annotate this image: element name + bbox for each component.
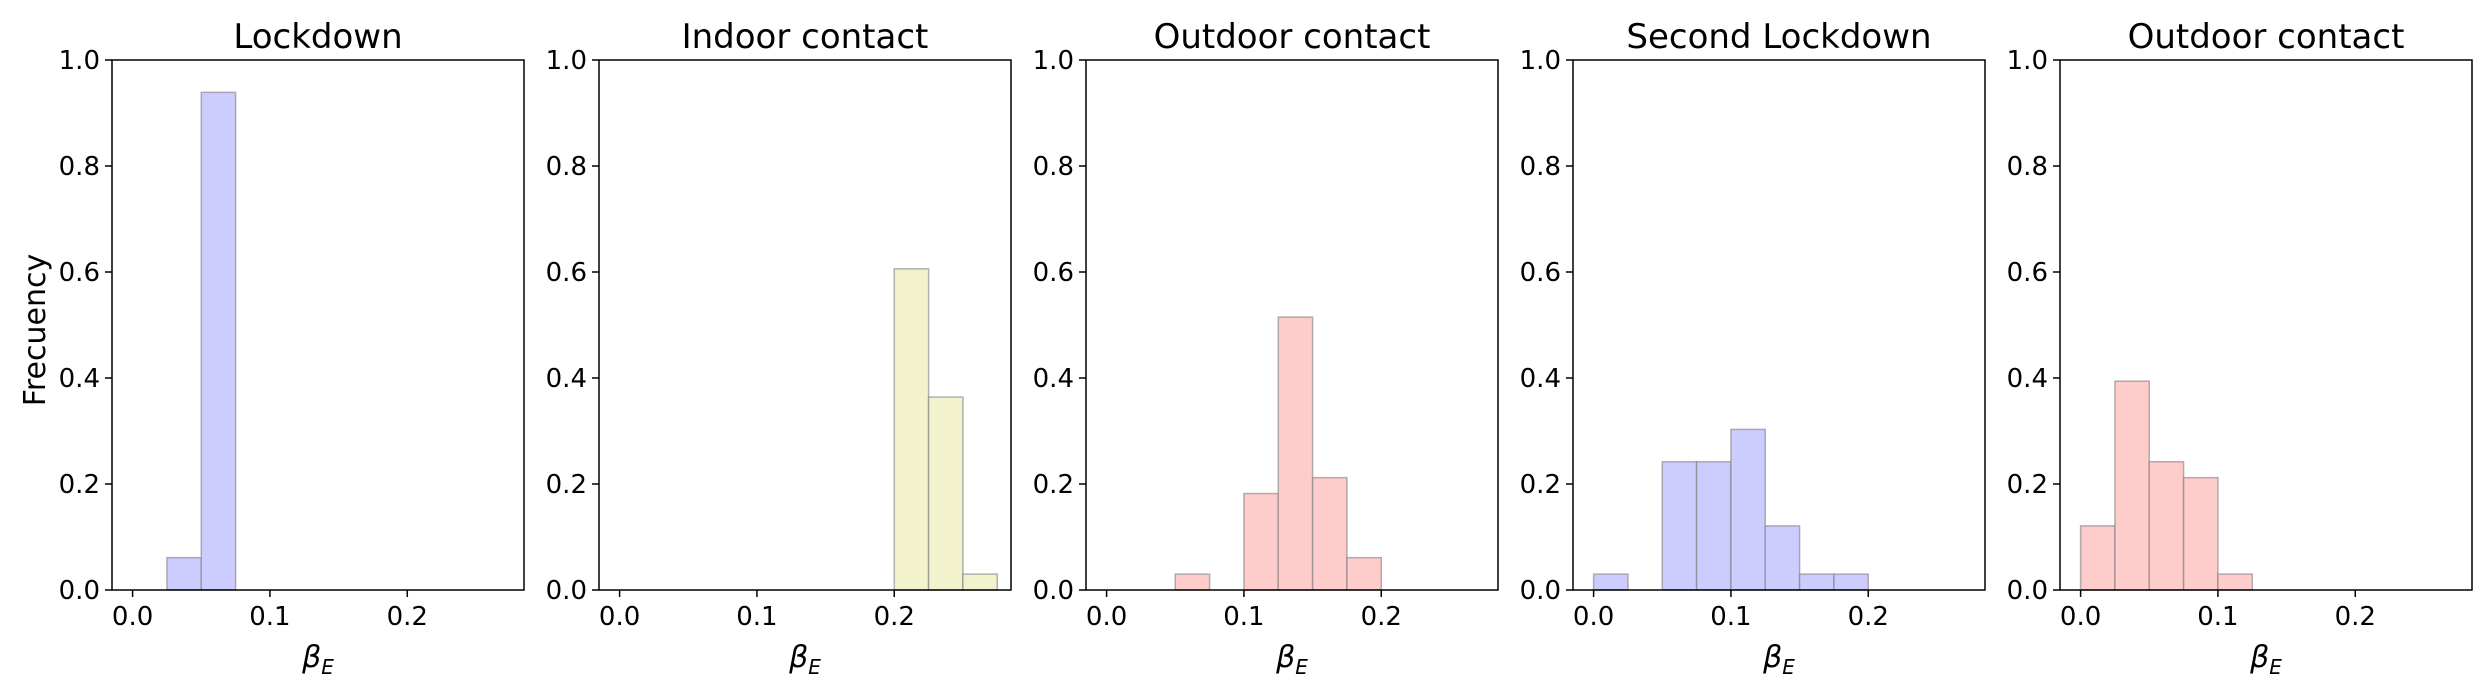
x-tick-label: 0.1 xyxy=(736,602,777,632)
x-axis-label: βE xyxy=(1275,640,1308,679)
y-tick-label: 0.6 xyxy=(1520,258,1561,288)
y-tick-label: 0.8 xyxy=(2007,152,2048,182)
subplot-5: Outdoor contact 0.0 0.2 0.4 0.6 0.8 1.0 0.0 0.1 0… xyxy=(2007,17,2473,679)
histogram-bar xyxy=(1311,476,1348,591)
y-axis-label: Frecuency xyxy=(18,254,53,406)
y-tick-label: 1.0 xyxy=(2007,46,2048,76)
axes-frame xyxy=(2059,59,2473,591)
subplot-title: Outdoor contact xyxy=(1154,17,1431,57)
y-tick-label: 1.0 xyxy=(1033,46,1074,76)
histogram-bar xyxy=(1730,428,1767,591)
x-tick-label: 0.2 xyxy=(1361,602,1402,632)
y-tick-label: 0.8 xyxy=(1520,152,1561,182)
x-tick-label: 0.2 xyxy=(2335,602,2376,632)
subplot-2: Indoor contact 0.0 0.2 0.4 0.6 0.8 1.0 0.0 0.1 0.… xyxy=(546,17,1012,679)
y-tick-label: 0.4 xyxy=(59,364,100,394)
subplot-title: Lockdown xyxy=(233,17,402,57)
x-tick-label: 0.0 xyxy=(2060,602,2101,632)
histogram-bar xyxy=(1174,573,1211,591)
histogram-bar xyxy=(2182,476,2219,591)
x-axis-label: βE xyxy=(788,640,821,679)
axes-frame xyxy=(1572,59,1986,591)
y-tick-label: 0.6 xyxy=(59,258,100,288)
histogram-bar xyxy=(1833,573,1870,591)
subplot-title: Outdoor contact xyxy=(2128,17,2405,57)
histogram-bar xyxy=(2079,525,2116,591)
y-tick-label: 0.2 xyxy=(1033,470,1074,500)
subplot-4: Second Lockdown 0.0 0.2 0.4 0.6 0.8 1.0 0.0 0.1 0… xyxy=(1520,17,1986,679)
histogram-bar xyxy=(1661,460,1698,591)
histogram-bar xyxy=(1798,573,1835,591)
x-tick-label: 0.1 xyxy=(249,602,290,632)
y-tick-label: 0.2 xyxy=(546,470,587,500)
histogram-bar xyxy=(2217,573,2254,591)
y-tick-label: 0.0 xyxy=(1033,576,1074,606)
subplot-3: Outdoor contact 0.0 0.2 0.4 0.6 0.8 1.0 0.0 0.1 0… xyxy=(1033,17,1499,679)
histogram-bar xyxy=(2114,380,2151,591)
x-tick-label: 0.0 xyxy=(112,602,153,632)
y-tick-label: 0.4 xyxy=(2007,364,2048,394)
y-tick-label: 0.4 xyxy=(546,364,587,394)
y-tick-label: 0.8 xyxy=(546,152,587,182)
histogram-bar xyxy=(200,91,237,591)
subplot-title: Indoor contact xyxy=(682,17,929,57)
y-tick-label: 0.0 xyxy=(2007,576,2048,606)
y-tick-label: 0.8 xyxy=(1033,152,1074,182)
subplot-title: Second Lockdown xyxy=(1626,17,1931,57)
x-tick-label: 0.1 xyxy=(1710,602,1751,632)
histogram-bar xyxy=(166,556,203,591)
x-tick-label: 0.1 xyxy=(1223,602,1264,632)
y-tick-label: 1.0 xyxy=(59,46,100,76)
x-axis-label: βE xyxy=(301,640,334,679)
histogram-bar xyxy=(1346,556,1383,591)
y-tick-label: 0.4 xyxy=(1520,364,1561,394)
histogram-bar xyxy=(1277,316,1314,591)
histogram-bar xyxy=(927,396,964,591)
histogram-bar xyxy=(1592,573,1629,591)
y-tick-label: 0.4 xyxy=(1033,364,1074,394)
histogram-bar xyxy=(893,268,930,591)
y-tick-label: 0.0 xyxy=(1520,576,1561,606)
y-tick-label: 0.2 xyxy=(2007,470,2048,500)
histogram-bar xyxy=(2148,460,2185,591)
histogram-bar xyxy=(962,573,999,591)
histogram-bar xyxy=(1243,492,1280,591)
histogram-bar xyxy=(1695,460,1732,591)
histogram-bar xyxy=(1764,525,1801,591)
x-tick-label: 0.2 xyxy=(387,602,428,632)
x-axis-label: βE xyxy=(2249,640,2282,679)
subplot-1: Lockdown 0.0 0.2 0.4 0.6 0.8 1.0 0.0 0.1 0.2 βE xyxy=(59,17,525,679)
y-tick-label: 0.6 xyxy=(2007,258,2048,288)
x-axis-label: βE xyxy=(1762,640,1795,679)
y-tick-label: 0.0 xyxy=(546,576,587,606)
x-tick-label: 0.0 xyxy=(1086,602,1127,632)
x-tick-label: 0.1 xyxy=(2197,602,2238,632)
y-tick-label: 0.0 xyxy=(59,576,100,606)
x-tick-label: 0.2 xyxy=(1848,602,1889,632)
x-tick-label: 0.0 xyxy=(1573,602,1614,632)
y-tick-label: 0.2 xyxy=(1520,470,1561,500)
axes-frame xyxy=(111,59,525,591)
y-tick-label: 1.0 xyxy=(1520,46,1561,76)
y-tick-label: 0.6 xyxy=(546,258,587,288)
y-tick-label: 0.2 xyxy=(59,470,100,500)
x-tick-label: 0.0 xyxy=(599,602,640,632)
x-tick-label: 0.2 xyxy=(874,602,915,632)
y-tick-label: 0.8 xyxy=(59,152,100,182)
y-tick-label: 1.0 xyxy=(546,46,587,76)
axes-frame xyxy=(1085,59,1499,591)
axes-frame xyxy=(598,59,1012,591)
y-tick-label: 0.6 xyxy=(1033,258,1074,288)
